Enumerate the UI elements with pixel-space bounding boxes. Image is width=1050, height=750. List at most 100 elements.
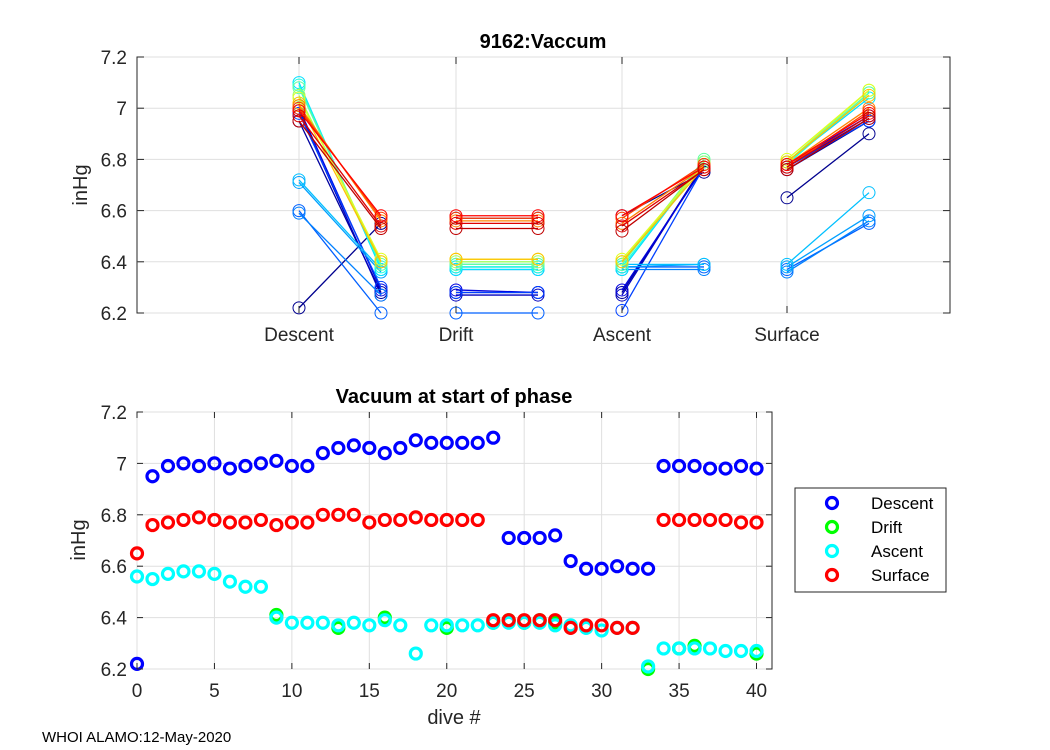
top-data-point	[374, 209, 388, 223]
top-data-point	[780, 265, 794, 279]
bottom-data-point-ascent	[749, 643, 764, 659]
bottom-data-point-descent	[222, 461, 238, 476]
bottom-data-point-surface	[408, 510, 423, 525]
bottom-data-point-descent	[300, 458, 315, 474]
top-series-segment	[621, 169, 705, 232]
bottom-data-point-descent	[160, 458, 176, 474]
top-data-point	[449, 252, 463, 266]
bottom-data-point-ascent	[377, 613, 392, 628]
top-data-point	[780, 158, 794, 172]
bottom-data-point-ascent	[160, 566, 176, 582]
bottom-y-tick-label: 6.4	[101, 609, 128, 630]
top-data-point	[697, 160, 711, 174]
top-data-point	[531, 257, 545, 271]
top-data-point	[615, 252, 629, 266]
top-data-point	[531, 216, 545, 230]
top-data-point	[780, 152, 794, 166]
bottom-data-point-ascent	[284, 615, 299, 630]
top-series-segment	[786, 115, 870, 168]
top-data-point	[374, 255, 388, 269]
bottom-y-tick-label: 7.2	[101, 403, 127, 424]
bottom-data-point-descent	[253, 456, 269, 471]
bottom-data-point-ascent	[439, 618, 454, 633]
bottom-data-point-ascent	[269, 610, 284, 625]
bottom-ticks: 6.2 6.4 6.6 6.8 7 7.2 0 5 10 15 20 25 30 35 40	[101, 403, 772, 702]
legend-label-surface: Surface	[871, 566, 930, 585]
bottom-data-point-ascent	[702, 641, 718, 656]
bottom-x-tick-label: 20	[436, 681, 457, 702]
bottom-data-point-ascent	[129, 569, 145, 584]
top-data-point	[449, 260, 463, 274]
bottom-data-point-ascent	[640, 659, 656, 674]
bottom-data-point-ascent	[718, 643, 733, 659]
bottom-data-point-ascent	[424, 618, 439, 633]
top-data-point	[531, 262, 545, 276]
top-series-segment	[786, 220, 870, 273]
bottom-data-point-descent	[733, 458, 749, 474]
bottom-data-point-surface	[222, 515, 238, 530]
bottom-data-point-surface	[315, 507, 330, 522]
top-data-point	[780, 163, 794, 177]
bottom-data-point-descent	[408, 433, 423, 448]
top-x-tick-label: Ascent	[593, 325, 652, 346]
bottom-data-point-descent	[362, 440, 377, 456]
bottom-data-point-descent	[548, 528, 563, 543]
top-data-point	[374, 306, 388, 320]
bottom-data-point-surface	[160, 515, 176, 530]
bottom-data-point-surface	[331, 507, 346, 522]
bottom-data-point-surface	[191, 510, 207, 525]
top-data-point	[780, 191, 794, 205]
bottom-data-point-descent	[238, 458, 253, 474]
top-series-segment	[621, 169, 705, 227]
bottom-data-point-surface	[548, 613, 563, 628]
bottom-data-point-ascent	[548, 618, 563, 633]
top-data-point	[780, 155, 794, 169]
top-series-segment	[298, 182, 382, 273]
bottom-x-tick-label: 10	[281, 681, 302, 702]
top-grid	[137, 56, 950, 314]
bottom-data-point-descent	[579, 561, 594, 576]
top-series-line-group	[292, 111, 876, 238]
top-data-point	[531, 211, 545, 225]
bottom-data-point-descent	[517, 530, 532, 546]
bottom-data-point-ascent	[408, 646, 423, 661]
bottom-x-tick-label: 30	[591, 681, 612, 702]
bottom-data-point-descent	[718, 461, 733, 476]
bottom-data-point-surface	[532, 613, 547, 628]
bottom-data-point-surface	[501, 613, 516, 628]
bottom-data-point-ascent	[687, 641, 702, 656]
top-data-point	[615, 286, 629, 300]
top-series-segment	[298, 113, 382, 288]
bottom-y-tick-label: 7	[116, 454, 127, 475]
bottom-data-point-surface	[269, 517, 284, 533]
top-data-point	[780, 257, 794, 271]
bottom-data-point-surface	[145, 517, 160, 533]
bottom-data-point-surface	[749, 515, 764, 530]
top-data-point	[862, 83, 876, 97]
bottom-data-point-descent	[207, 456, 222, 471]
bottom-y-tick-label: 6.6	[101, 557, 127, 578]
top-x-tick-label: Descent	[264, 325, 334, 346]
bottom-data-point-ascent	[300, 615, 315, 630]
bottom-y-tick-label: 6.8	[101, 506, 127, 527]
bottom-chart-title: Vacuum at start of phase	[336, 386, 573, 408]
legend-marker-drift	[824, 519, 840, 535]
bottom-data-point-descent	[269, 453, 284, 468]
bottom-data-point-ascent	[733, 643, 749, 659]
bottom-data-point-surface	[517, 613, 532, 628]
bottom-data-point-ascent	[238, 579, 253, 594]
top-data-point	[862, 209, 876, 223]
bottom-data-point-descent	[470, 435, 485, 450]
top-series-segment	[786, 117, 870, 171]
top-data-point	[292, 78, 306, 92]
bottom-data-point-ascent	[145, 571, 160, 587]
bottom-data-point-surface	[362, 515, 377, 530]
bottom-x-axis-label: dive #	[427, 707, 481, 729]
bottom-data-point-surface	[129, 546, 145, 561]
bottom-data-point-descent	[610, 559, 625, 574]
bottom-x-tick-label: 0	[132, 681, 143, 702]
bottom-y-tick-label: 6.2	[101, 660, 127, 681]
bottom-data-point-surface	[610, 620, 625, 635]
bottom-data-point-ascent	[346, 615, 361, 630]
legend-label-drift: Drift	[871, 518, 902, 537]
